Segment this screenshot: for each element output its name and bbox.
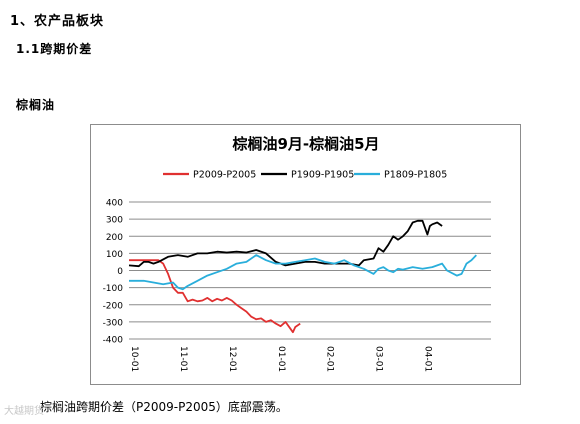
y-tick-label: -300: [103, 318, 124, 328]
chart-caption: 棕榈油跨期价差（P2009-P2005）底部震荡。: [40, 400, 288, 414]
legend-label: P2009-P2005: [193, 170, 256, 181]
legend-label: P1809-P1805: [384, 170, 447, 181]
spread-line-chart: 棕榈油9月-棕榈油5月 P2009-P2005 P1909-P1905 P1809-…: [103, 135, 491, 372]
y-tick-label: -100: [103, 284, 124, 294]
subsection-title: 1.1跨期价差: [16, 42, 93, 56]
x-tick-label: 10-01: [129, 346, 139, 372]
x-axis-ticks: 10-01 11-01 12-01 01-01 02-01 03-01 04-01: [129, 346, 433, 372]
y-tick-label: 300: [106, 216, 123, 226]
watermark: 大越期货: [4, 406, 44, 417]
product-heading: 棕榈油: [16, 98, 56, 112]
y-axis-ticks: 400 300 200 100 0 -100 -200 -300 -400: [103, 199, 124, 346]
y-tick-label: -200: [103, 301, 124, 311]
chart-frame: 棕榈油9月-棕榈油5月 P2009-P2005 P1909-P1905 P1809-…: [90, 124, 521, 385]
x-tick-label: 12-01: [227, 346, 237, 372]
x-tick-label: 04-01: [423, 346, 433, 372]
series-line-p1909-p1905: [128, 219, 443, 268]
y-tick-label: 200: [106, 233, 123, 243]
section-title: 1、农产品板块: [10, 14, 105, 29]
y-tick-label: 100: [106, 250, 123, 260]
y-tick-label: 400: [106, 199, 123, 209]
x-tick-label: 02-01: [325, 346, 335, 372]
x-tick-label: 03-01: [374, 346, 384, 372]
x-tick-label: 01-01: [276, 346, 286, 372]
legend-label: P1909-P1905: [291, 170, 354, 181]
x-tick-label: 11-01: [178, 346, 188, 372]
chart-grid: [129, 201, 491, 340]
y-tick-label: 0: [117, 267, 123, 277]
series-line-p2009-p2005: [129, 259, 301, 334]
chart-series: [128, 219, 477, 334]
chart-title: 棕榈油9月-棕榈油5月: [232, 135, 379, 153]
y-tick-label: -400: [103, 336, 124, 346]
chart-legend: P2009-P2005 P1909-P1905 P1809-P1805: [163, 170, 447, 181]
series-line-p1809-p1805: [129, 254, 477, 291]
